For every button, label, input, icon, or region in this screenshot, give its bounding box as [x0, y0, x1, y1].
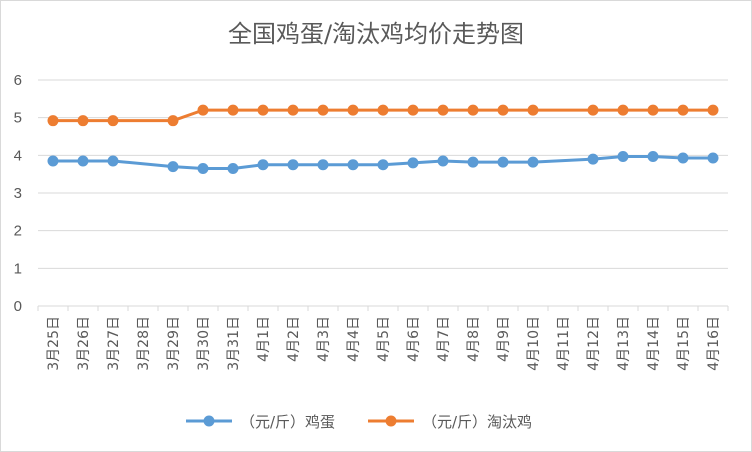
data-point [197, 163, 209, 175]
data-point [317, 159, 329, 171]
x-tick-label: 4月14日 [646, 316, 662, 371]
data-point [617, 104, 629, 116]
y-tick-label: 3 [14, 185, 22, 202]
data-point [257, 159, 269, 171]
data-point [317, 104, 329, 116]
x-tick-label: 4月4日 [346, 316, 362, 362]
legend-label: （元/斤）淘汰鸡 [422, 413, 532, 431]
data-point [107, 155, 119, 167]
data-point [407, 104, 419, 116]
x-tick-label: 4月6日 [406, 316, 422, 362]
x-tick-label: 4月3日 [316, 316, 332, 362]
data-point [347, 159, 359, 171]
data-point [167, 115, 179, 127]
x-tick-label: 4月16日 [706, 316, 722, 371]
x-tick-label: 4月2日 [286, 316, 302, 362]
x-tick-label: 3月29日 [166, 316, 182, 371]
data-point [347, 104, 359, 116]
x-tick-label: 4月5日 [376, 316, 392, 362]
data-point [467, 104, 479, 116]
x-tick-label: 4月7日 [436, 316, 452, 362]
data-point [47, 155, 59, 167]
x-tick-label: 3月28日 [136, 316, 152, 371]
x-tick-label: 3月30日 [196, 316, 212, 371]
data-point [527, 104, 539, 116]
legend-swatch-marker [385, 415, 397, 427]
y-tick-label: 5 [14, 110, 22, 127]
x-tick-label: 4月15日 [676, 316, 692, 371]
y-tick-label: 4 [14, 147, 22, 164]
legend-label: （元/斤）鸡蛋 [240, 413, 335, 431]
x-tick-label: 4月10日 [526, 316, 542, 371]
y-tick-label: 0 [14, 298, 22, 315]
data-point [77, 115, 89, 127]
data-point [47, 115, 59, 127]
data-point [287, 104, 299, 116]
data-point [587, 153, 599, 165]
data-point [287, 159, 299, 171]
x-tick-label: 3月31日 [226, 316, 242, 371]
chart-title: 全国鸡蛋/淘汰鸡均价走势图 [227, 20, 525, 48]
x-tick-label: 4月11日 [556, 316, 572, 371]
data-point [497, 156, 509, 168]
y-tick-label: 6 [14, 72, 22, 89]
data-point [677, 152, 689, 164]
x-tick-label: 3月25日 [46, 316, 62, 371]
data-point [527, 156, 539, 168]
data-point [647, 104, 659, 116]
x-tick-label: 4月12日 [586, 316, 602, 371]
data-point [437, 155, 449, 167]
x-tick-label: 3月27日 [106, 316, 122, 371]
data-point [707, 104, 719, 116]
data-point [437, 104, 449, 116]
y-tick-label: 2 [14, 223, 22, 240]
x-tick-label: 4月1日 [256, 316, 272, 362]
data-point [377, 159, 389, 171]
data-point [407, 157, 419, 169]
data-point [167, 161, 179, 173]
data-point [227, 163, 239, 175]
data-point [617, 150, 629, 162]
data-point [677, 104, 689, 116]
x-tick-label: 4月9日 [496, 316, 512, 362]
data-point [467, 156, 479, 168]
data-point [197, 104, 209, 116]
data-point [707, 152, 719, 164]
data-point [257, 104, 269, 116]
data-point [77, 155, 89, 167]
x-tick-label: 3月26日 [76, 316, 92, 371]
data-point [647, 150, 659, 162]
y-tick-label: 1 [14, 260, 22, 277]
x-tick-label: 4月8日 [466, 316, 482, 362]
data-point [497, 104, 509, 116]
data-point [377, 104, 389, 116]
data-point [587, 104, 599, 116]
legend-swatch-marker [203, 415, 215, 427]
x-tick-label: 4月13日 [616, 316, 632, 371]
data-point [107, 115, 119, 127]
data-point [227, 104, 239, 116]
